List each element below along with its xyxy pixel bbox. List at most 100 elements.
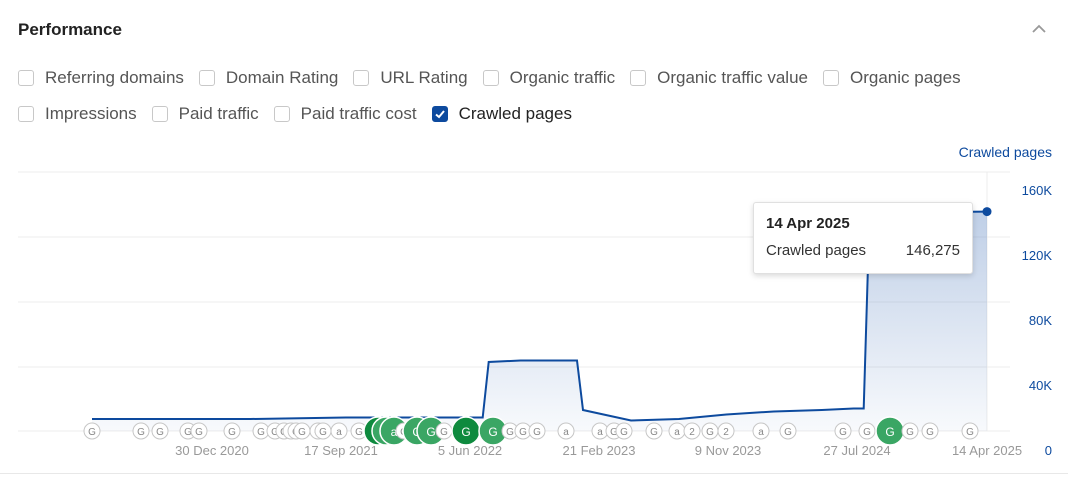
filter-label: Crawled pages [458, 104, 572, 123]
filter-row-1: Referring domains Domain Rating URL Rati… [18, 60, 1038, 96]
collapse-chevron-icon[interactable] [1030, 20, 1048, 38]
checkbox-checked[interactable] [431, 106, 448, 122]
annotation-marker-label: a [674, 427, 680, 438]
annotation-marker-label: G [355, 427, 363, 438]
check-icon [434, 110, 445, 119]
metric-filters: Referring domains Domain Rating URL Rati… [18, 60, 1038, 132]
annotation-marker-label: G [271, 427, 279, 438]
annotation-marker-label: G [461, 425, 470, 439]
filter-label: Organic pages [850, 68, 961, 87]
annotation-marker-label: G [488, 425, 497, 439]
annotation-marker [330, 422, 348, 440]
filter-domain-rating[interactable]: Domain Rating [198, 68, 339, 88]
annotation-marker-label: G [706, 427, 714, 438]
filter-label: Impressions [45, 104, 137, 123]
annotation-marker-label: G [610, 427, 618, 438]
filter-impressions[interactable]: Impressions [18, 104, 137, 124]
checkbox[interactable] [273, 106, 290, 122]
filter-label: Organic traffic value [657, 68, 808, 87]
annotation-marker-label: G [885, 425, 894, 439]
section-title: Performance [18, 20, 122, 39]
y-tick-label: 120K [1021, 248, 1052, 263]
annotation-marker [834, 422, 852, 440]
annotation-marker [223, 422, 241, 440]
tooltip-row: Crawled pages 146,275 [766, 242, 960, 259]
y-tick-label: 160K [1021, 183, 1052, 198]
checkbox[interactable] [353, 70, 370, 86]
legend-crawled-pages[interactable]: Crawled pages [958, 144, 1052, 160]
filter-paid-traffic-cost[interactable]: Paid traffic cost [273, 104, 417, 124]
annotation-marker [615, 422, 633, 440]
annotation-marker-label: G [839, 427, 847, 438]
filter-label: Domain Rating [225, 68, 339, 87]
filter-crawled-pages[interactable]: Crawled pages [431, 104, 572, 124]
annotation-marker-label: G [966, 427, 974, 438]
checkbox[interactable] [823, 70, 839, 86]
checkbox[interactable] [198, 70, 215, 86]
x-tick-label: 5 Jun 2022 [437, 443, 503, 458]
filter-referring-domains[interactable]: Referring domains [18, 68, 184, 88]
annotation-marker-label: G [784, 427, 792, 438]
annotation-marker-label: G [257, 427, 265, 438]
annotation-marker [528, 422, 546, 440]
filter-organic-traffic-value[interactable]: Organic traffic value [630, 68, 808, 88]
annotation-marker-label: G [298, 427, 306, 438]
filter-row-2: Impressions Paid traffic Paid traffic co… [18, 96, 1038, 132]
divider [0, 473, 1068, 474]
annotation-marker-label: G [137, 427, 145, 438]
checkbox[interactable] [151, 106, 168, 122]
annotation-marker [151, 422, 169, 440]
filter-label: Paid traffic [178, 104, 259, 123]
annotation-marker [921, 422, 939, 440]
tooltip-label: Crawled pages [766, 242, 867, 259]
annotation-marker-label: G [440, 427, 448, 438]
annotation-marker-label: a [563, 427, 569, 438]
annotation-marker-label: G [926, 427, 934, 438]
performance-header: Performance [18, 18, 1050, 42]
x-tick-label: 9 Nov 2023 [694, 443, 762, 458]
annotation-marker [961, 422, 979, 440]
filter-organic-traffic[interactable]: Organic traffic [482, 68, 616, 88]
filter-label: URL Rating [380, 68, 468, 87]
annotation-marker-label: G [426, 425, 435, 439]
annotation-marker-label: G [519, 427, 527, 438]
filter-url-rating[interactable]: URL Rating [353, 68, 468, 88]
annotation-marker-label: 2 [723, 427, 729, 438]
y-tick-label: 0 [1044, 443, 1052, 458]
filter-paid-traffic[interactable]: Paid traffic [151, 104, 259, 124]
checkbox[interactable] [18, 70, 34, 86]
annotation-marker-label: G [650, 427, 658, 438]
checkbox[interactable] [482, 70, 499, 86]
filter-label: Paid traffic cost [300, 104, 417, 123]
annotation-marker-label: G [228, 427, 236, 438]
annotation-marker-label: G [863, 427, 871, 438]
annotation-marker [557, 422, 575, 440]
annotation-marker [645, 422, 663, 440]
annotation-marker-label: 2 [689, 427, 695, 438]
checkbox[interactable] [18, 106, 34, 122]
chart-tooltip: 14 Apr 2025 Crawled pages 146,275 [753, 202, 973, 274]
checkbox[interactable] [630, 70, 647, 86]
annotation-marker [83, 422, 101, 440]
filter-label: Referring domains [45, 68, 184, 87]
x-tick-label: 27 Jul 2024 [823, 443, 891, 458]
annotation-marker-label: G [506, 427, 514, 438]
annotation-marker [779, 422, 797, 440]
filter-organic-pages[interactable]: Organic pages [823, 68, 961, 88]
annotation-marker-label: G [319, 427, 327, 438]
x-tick-label: 17 Sep 2021 [304, 443, 378, 458]
annotation-marker-label: G [620, 427, 628, 438]
filter-label: Organic traffic [509, 68, 616, 87]
annotation-marker-label: G [88, 427, 96, 438]
x-tick-label: 30 Dec 2020 [175, 443, 249, 458]
tooltip-value: 146,275 [905, 242, 960, 259]
data-point-highlight [982, 207, 992, 217]
annotation-marker-label: a [391, 425, 398, 439]
annotation-marker-label: a [336, 427, 342, 438]
annotation-marker-label: a [597, 427, 603, 438]
annotation-marker-label: a [758, 427, 764, 438]
annotation-marker-label: G [906, 427, 914, 438]
annotation-marker-label: G [533, 427, 541, 438]
annotation-marker-label: G [195, 427, 203, 438]
x-tick-label: 14 Apr 2025 [951, 443, 1023, 458]
